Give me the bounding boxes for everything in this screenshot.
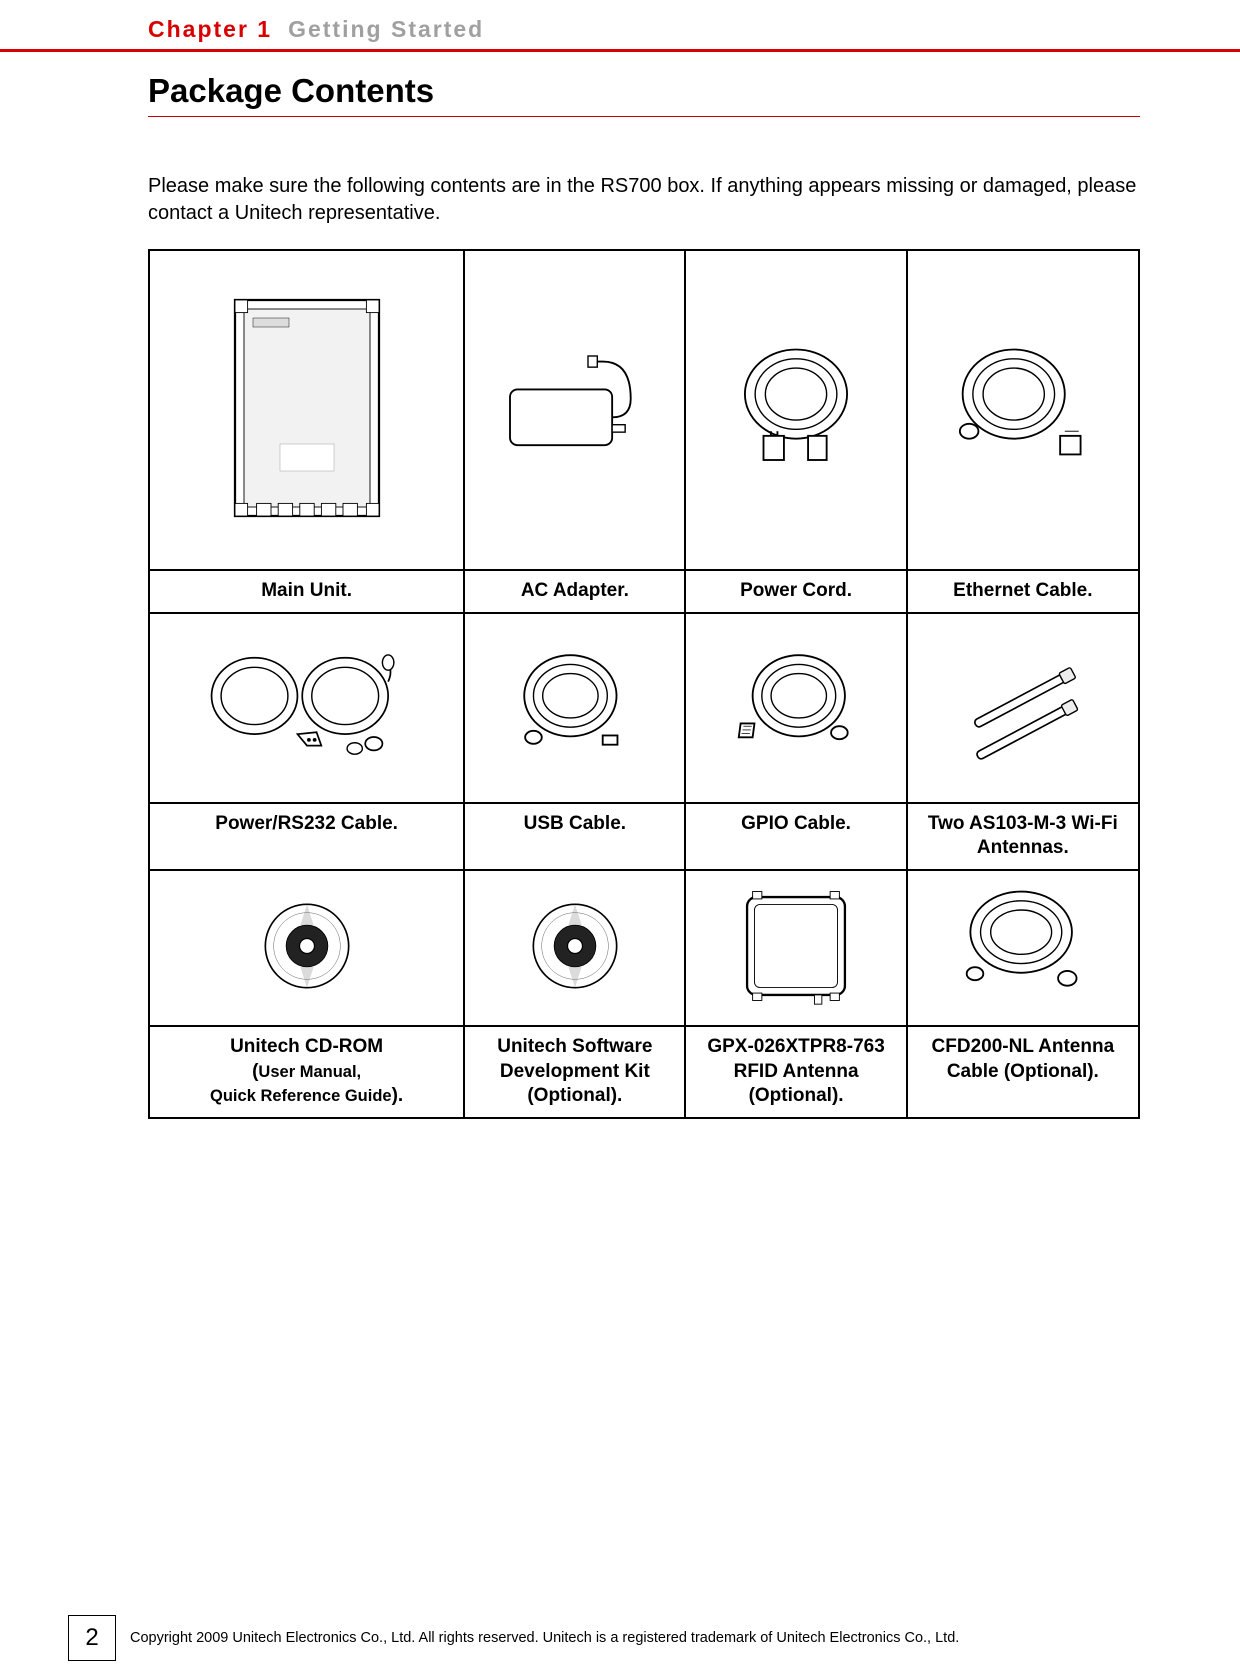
label-ac-adapter: AC Adapter. [464,570,685,613]
label-ethernet-cable: Ethernet Cable. [907,570,1139,613]
label-rs232-cable: Power/RS232 Cable. [149,803,464,870]
cd-icon [257,896,357,996]
rfid-antenna-icon [736,886,856,1006]
label-wifi-antennas: Two AS103-M-3 Wi-Fi Antennas. [907,803,1139,870]
main-unit-icon [217,268,397,548]
content-area: Package Contents Please make sure the fo… [0,52,1240,1119]
image-cell-usb-cable [464,613,685,803]
image-cell-ethernet-cable [907,250,1139,570]
label-antenna-cable: CFD200-NL Antenna Cable (Optional). [907,1026,1139,1118]
copyright-text: Copyright 2009 Unitech Electronics Co., … [130,1630,959,1646]
image-cell-sdk [464,870,685,1026]
label-rfid-antenna: GPX-026XTPR8-763 RFID Antenna (Optional)… [685,1026,906,1118]
table-row [149,250,1139,570]
table-row [149,613,1139,803]
image-cell-rfid-antenna [685,870,906,1026]
ethernet-cable-icon [948,343,1098,473]
page-footer: 2 Copyright 2009 Unitech Electronics Co.… [0,1615,1240,1661]
section-rule [148,116,1140,117]
usb-cable-icon [505,645,645,765]
image-cell-wifi-antennas [907,613,1139,803]
table-row: Power/RS232 Cable. USB Cable. GPIO Cable… [149,803,1139,870]
section-title: Package Contents [148,72,1140,110]
chapter-header: Chapter 1 Getting Started [0,0,1240,49]
label-cdrom-line1: Unitech CD-ROM [230,1036,383,1057]
table-row: Main Unit. AC Adapter. Power Cord. Ether… [149,570,1139,613]
wifi-antennas-icon [943,640,1103,770]
chapter-label: Chapter 1 [148,16,272,43]
chapter-title: Getting Started [288,16,484,43]
label-cdrom-sub2: Quick Reference Guide [210,1087,392,1105]
label-sdk: Unitech Software Development Kit (Option… [464,1026,685,1118]
image-cell-gpio-cable [685,613,906,803]
page-number: 2 [68,1615,116,1661]
table-row: Unitech CD-ROM (User Manual, Quick Refer… [149,1026,1139,1118]
image-cell-cdrom [149,870,464,1026]
table-row [149,870,1139,1026]
label-power-cord: Power Cord. [685,570,906,613]
label-cdrom-sub1: User Manual, [258,1063,361,1081]
image-cell-ac-adapter [464,250,685,570]
label-cdrom-paren-close: ). [392,1085,404,1106]
image-cell-antenna-cable [907,870,1139,1026]
label-cdrom: Unitech CD-ROM (User Manual, Quick Refer… [149,1026,464,1118]
image-cell-power-cord [685,250,906,570]
intro-text: Please make sure the following contents … [148,173,1140,227]
image-cell-main-unit [149,250,464,570]
label-main-unit: Main Unit. [149,570,464,613]
ac-adapter-icon [500,343,650,473]
rs232-cable-icon [202,638,412,773]
power-cord-icon [726,343,866,473]
antenna-cable-icon [948,886,1098,1006]
label-gpio-cable: GPIO Cable. [685,803,906,870]
cd-icon [525,896,625,996]
package-contents-table: Main Unit. AC Adapter. Power Cord. Ether… [148,249,1140,1119]
gpio-cable-icon [726,645,866,765]
label-usb-cable: USB Cable. [464,803,685,870]
image-cell-rs232-cable [149,613,464,803]
